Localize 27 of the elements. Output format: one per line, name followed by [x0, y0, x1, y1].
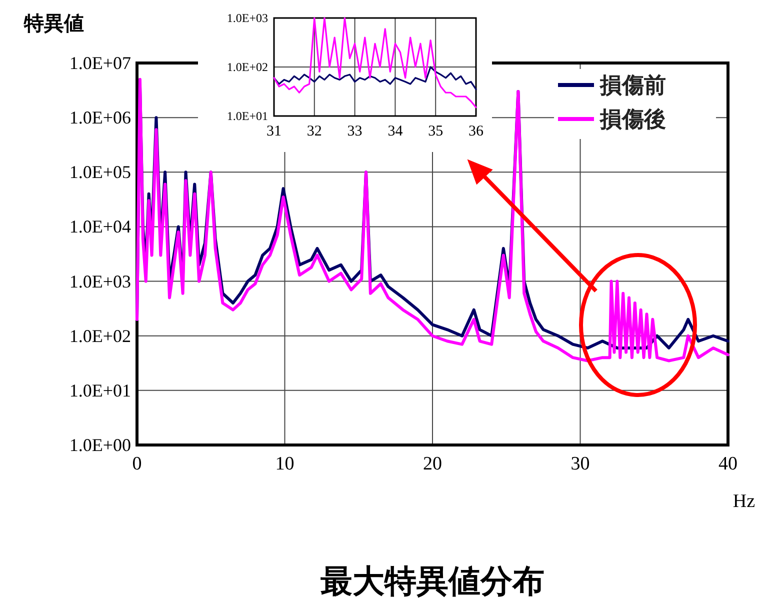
y-tick-label: 1.0E+04	[69, 216, 131, 237]
x-tick-label: 33	[347, 124, 362, 140]
x-axis-title: Hz	[732, 491, 756, 512]
x-tick-label: 36	[468, 124, 484, 140]
x-tick-label: 30	[570, 454, 590, 475]
x-tick-label: 20	[423, 454, 442, 475]
y-tick-label: 1.0E+03	[226, 11, 268, 25]
x-tick-label: 31	[266, 124, 282, 140]
y-tick-label: 1.0E+05	[69, 162, 131, 182]
x-tick-label: 40	[718, 454, 738, 475]
x-tick-label: 34	[388, 124, 404, 140]
x-tick-label: 35	[428, 124, 444, 140]
text: 最大特異値分布	[320, 563, 544, 599]
legend-label: 損傷後	[599, 106, 666, 132]
x-tick-label: 0	[132, 454, 142, 475]
y-tick-label: 1.0E+02	[69, 326, 131, 346]
y-tick-label: 1.0E+03	[69, 271, 131, 292]
y-tick-label: 1.0E+06	[69, 108, 131, 128]
x-tick-label: 32	[306, 124, 322, 140]
x-tick-label: 10	[275, 454, 294, 475]
y-axis-title: 特異値	[23, 13, 84, 35]
legend-label: 損傷前	[599, 72, 666, 98]
y-tick-label: 1.0E+01	[226, 109, 268, 123]
y-tick-label: 1.0E+02	[226, 60, 268, 74]
y-tick-label: 1.0E+00	[69, 435, 131, 455]
y-tick-label: 1.0E+07	[69, 53, 131, 73]
y-tick-label: 1.0E+01	[69, 380, 131, 400]
